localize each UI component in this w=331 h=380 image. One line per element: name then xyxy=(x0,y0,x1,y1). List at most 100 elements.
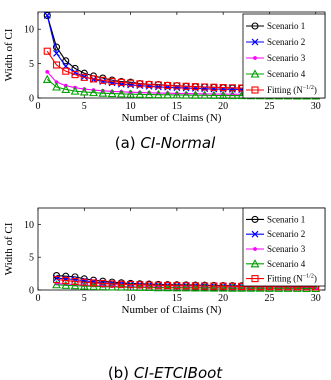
data-point xyxy=(153,90,163,99)
data-point xyxy=(45,69,50,74)
legend-marker xyxy=(251,86,259,94)
y-tick-label: 5 xyxy=(29,59,34,70)
data-point xyxy=(191,282,199,290)
data-point xyxy=(53,49,60,57)
legend-label: Fitting (N−1/2) xyxy=(267,274,317,284)
data-point xyxy=(173,282,181,290)
legend: Scenario 1 Scenario 2 Scenario 3 Scenario 4… xyxy=(242,13,326,99)
legend-marker xyxy=(253,247,257,251)
data-point xyxy=(163,90,173,99)
data-point xyxy=(172,90,182,99)
data-point xyxy=(292,283,302,292)
data-point xyxy=(144,282,154,292)
data-point xyxy=(145,80,153,89)
data-point xyxy=(79,87,89,96)
legend-label: Fitting (N−1/2) xyxy=(267,85,317,95)
data-point xyxy=(163,283,173,292)
data-point xyxy=(70,281,80,290)
data-point xyxy=(52,275,61,284)
data-point xyxy=(136,80,144,88)
data-point xyxy=(209,90,219,99)
data-point xyxy=(164,281,172,290)
data-point xyxy=(89,279,98,287)
data-point xyxy=(182,282,190,290)
x-axis-label: Number of Claims (N) xyxy=(122,304,222,316)
data-point xyxy=(311,283,321,292)
data-point xyxy=(42,74,52,83)
data-point xyxy=(201,83,209,91)
data-point xyxy=(228,84,236,92)
data-point xyxy=(274,283,284,292)
data-point xyxy=(108,77,116,86)
data-point xyxy=(154,81,162,89)
data-point xyxy=(190,90,200,99)
x-tick-label: 0 xyxy=(36,293,41,304)
data-point xyxy=(153,282,163,292)
data-point xyxy=(80,73,88,81)
data-point xyxy=(237,283,247,292)
legend-label: Scenario 4 xyxy=(267,259,306,269)
legend-marker xyxy=(250,69,260,78)
data-point xyxy=(62,67,70,75)
x-tick-label: 15 xyxy=(172,293,182,304)
legend-label: Scenario 4 xyxy=(267,69,306,79)
figure-caption: (a) CI-Normal xyxy=(115,134,216,152)
data-point xyxy=(219,282,227,290)
data-point xyxy=(265,283,274,292)
data-point xyxy=(200,283,210,292)
x-tick-label: 0 xyxy=(36,101,41,112)
x-tick-label: 25 xyxy=(264,101,274,112)
data-point xyxy=(99,279,107,287)
series-5 xyxy=(52,275,320,291)
legend-label: Scenario 3 xyxy=(267,244,306,254)
data-point xyxy=(62,57,70,65)
data-point xyxy=(127,79,135,87)
data-point xyxy=(210,282,218,290)
legend-marker xyxy=(251,215,259,223)
x-tick-label: 20 xyxy=(218,293,228,304)
data-point xyxy=(227,90,237,100)
data-point xyxy=(126,282,136,291)
data-point xyxy=(210,83,218,91)
data-point xyxy=(302,283,311,292)
data-point xyxy=(255,283,265,292)
data-point xyxy=(89,87,98,97)
x-tick-label: 5 xyxy=(82,101,87,112)
data-point xyxy=(209,283,219,292)
data-point xyxy=(164,81,172,90)
data-point xyxy=(43,12,51,19)
x-axis-label: Number of Claims (N) xyxy=(122,112,222,124)
legend-label: Scenario 3 xyxy=(267,53,306,63)
data-point xyxy=(71,69,79,76)
data-point xyxy=(52,61,61,69)
x-tick-label: 30 xyxy=(311,293,321,304)
y-tick-label: 5 xyxy=(29,253,34,264)
y-tick-label: 0 xyxy=(29,94,34,105)
data-point xyxy=(61,84,71,93)
y-tick-label: 10 xyxy=(24,220,34,231)
y-tick-label: 0 xyxy=(29,286,34,297)
data-point xyxy=(144,89,154,99)
data-point xyxy=(182,82,190,90)
legend-marker xyxy=(251,275,259,283)
x-tick-label: 30 xyxy=(311,101,321,112)
legend-box xyxy=(242,207,326,287)
y-axis-label: Width of CI xyxy=(3,222,15,275)
data-point xyxy=(89,75,98,83)
data-point xyxy=(126,89,136,98)
data-point xyxy=(201,282,209,290)
data-point xyxy=(172,283,182,292)
data-point xyxy=(43,47,51,55)
legend-marker xyxy=(250,259,260,268)
x-tick-label: 5 xyxy=(82,293,87,304)
figure-caption: (b) CI-ETCIBoot xyxy=(108,364,223,380)
legend-marker xyxy=(251,38,259,46)
data-point xyxy=(52,82,61,91)
legend-marker xyxy=(251,230,259,238)
legend-label: Scenario 1 xyxy=(267,214,305,224)
legend-marker xyxy=(251,22,259,30)
data-point xyxy=(200,90,210,99)
data-point xyxy=(117,78,125,86)
